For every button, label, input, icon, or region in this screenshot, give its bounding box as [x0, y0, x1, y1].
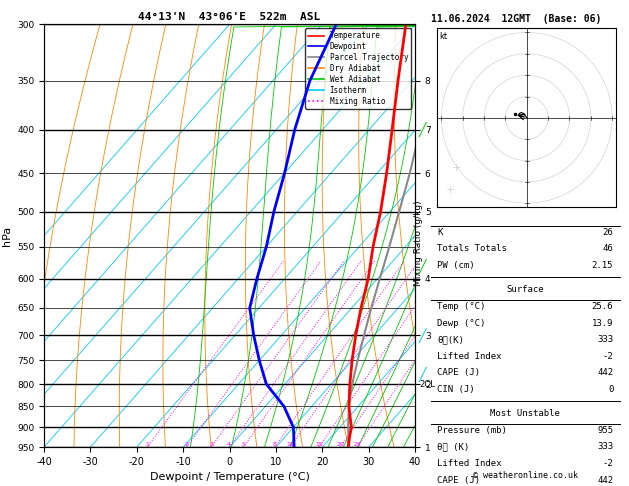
Text: Most Unstable: Most Unstable — [490, 409, 560, 418]
Text: CAPE (J): CAPE (J) — [437, 475, 480, 485]
Text: -2: -2 — [603, 351, 613, 361]
Text: 333: 333 — [597, 335, 613, 344]
Text: 26: 26 — [603, 227, 613, 237]
Text: Lifted Index: Lifted Index — [437, 459, 502, 468]
Text: 25.6: 25.6 — [592, 302, 613, 311]
Text: kt: kt — [439, 33, 447, 41]
Text: 46: 46 — [603, 244, 613, 253]
Text: 5: 5 — [242, 442, 245, 447]
Y-axis label: hPa: hPa — [1, 226, 11, 246]
Text: θᴄ(K): θᴄ(K) — [437, 335, 464, 344]
Text: ╱: ╱ — [419, 367, 426, 382]
Title: 44°13'N  43°06'E  522m  ASL: 44°13'N 43°06'E 522m ASL — [138, 12, 321, 22]
Text: Totals Totals: Totals Totals — [437, 244, 507, 253]
Legend: Temperature, Dewpoint, Parcel Trajectory, Dry Adiabat, Wet Adiabat, Isotherm, Mi: Temperature, Dewpoint, Parcel Trajectory… — [305, 28, 411, 109]
Text: 2CL: 2CL — [420, 380, 435, 389]
Text: 955: 955 — [597, 426, 613, 435]
Text: +: + — [446, 185, 455, 194]
Text: 2.15: 2.15 — [592, 260, 613, 270]
Text: CIN (J): CIN (J) — [437, 384, 475, 394]
Text: CAPE (J): CAPE (J) — [437, 368, 480, 377]
Text: -2: -2 — [603, 459, 613, 468]
Text: © weatheronline.co.uk: © weatheronline.co.uk — [473, 471, 577, 480]
Text: 0: 0 — [608, 384, 613, 394]
Text: 333: 333 — [597, 442, 613, 451]
Text: ╱: ╱ — [419, 328, 426, 343]
Text: 3: 3 — [209, 442, 213, 447]
Text: PW (cm): PW (cm) — [437, 260, 475, 270]
Text: 10: 10 — [286, 442, 294, 447]
Text: Mixing Ratio (g/kg): Mixing Ratio (g/kg) — [414, 200, 423, 286]
Text: 442: 442 — [597, 475, 613, 485]
Text: ╱: ╱ — [419, 122, 426, 138]
Text: Lifted Index: Lifted Index — [437, 351, 502, 361]
Text: 13.9: 13.9 — [592, 318, 613, 328]
Text: Temp (°C): Temp (°C) — [437, 302, 486, 311]
Text: 2: 2 — [185, 442, 189, 447]
Text: 4: 4 — [227, 442, 231, 447]
Text: +: + — [452, 163, 462, 173]
Text: Dewp (°C): Dewp (°C) — [437, 318, 486, 328]
Text: 442: 442 — [597, 368, 613, 377]
Text: 11.06.2024  12GMT  (Base: 06): 11.06.2024 12GMT (Base: 06) — [431, 14, 601, 24]
Text: K: K — [437, 227, 443, 237]
Text: 15: 15 — [315, 442, 323, 447]
Text: θᴄ (K): θᴄ (K) — [437, 442, 469, 451]
Text: Surface: Surface — [506, 285, 544, 295]
Text: 20: 20 — [337, 442, 344, 447]
X-axis label: Dewpoint / Temperature (°C): Dewpoint / Temperature (°C) — [150, 472, 309, 483]
Text: 1: 1 — [145, 442, 149, 447]
Text: 8: 8 — [273, 442, 277, 447]
Text: ╱: ╱ — [419, 259, 426, 274]
Text: Pressure (mb): Pressure (mb) — [437, 426, 507, 435]
Text: 25: 25 — [353, 442, 361, 447]
